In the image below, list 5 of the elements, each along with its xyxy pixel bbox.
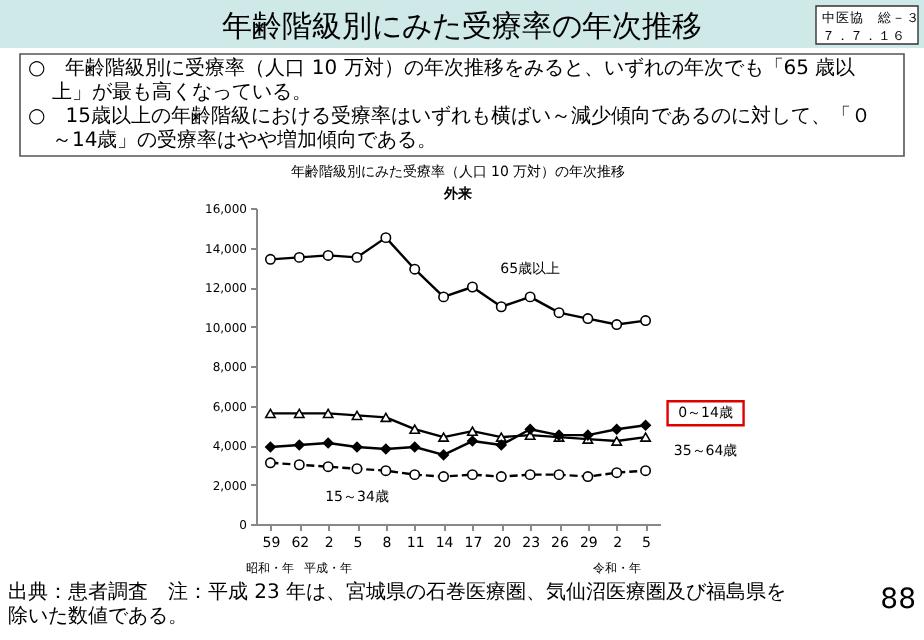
- text: ○ 15歳以上の年齢階級における受療率はいずれも横ばい～減少傾向であるのに対して、「０～14歳」の受療率はやや増加傾向である。: [28, 104, 871, 152]
- text: ○ 年齢階級別に受療率（人口 10 万対）の年次推移をみると、いずれの年次でも「65 歳以上」が最も高くなっている。: [28, 56, 856, 104]
- source-note: 出典：患者調査 注：平成 23 年は、宮城県の石巻医療圏、気仙沼医療圏及び福島県を除いた数値である。: [8, 580, 787, 628]
- text: 年齢階級別にみた受療率の年次推移: [222, 8, 702, 44]
- text: 88: [880, 584, 916, 616]
